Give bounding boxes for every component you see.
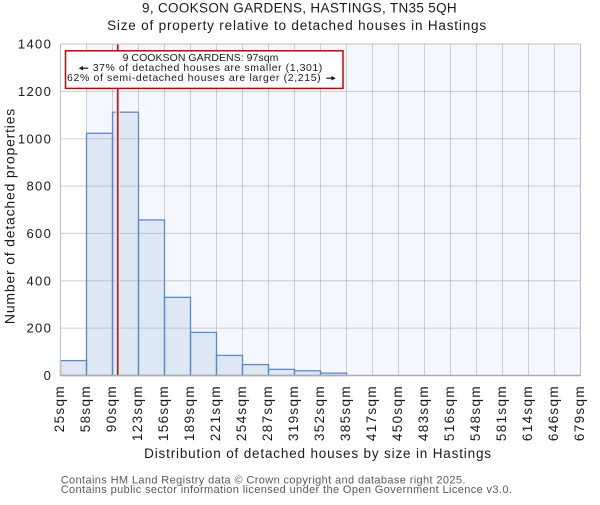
svg-text:614sqm: 614sqm <box>520 385 535 441</box>
svg-text:385sqm: 385sqm <box>338 385 353 441</box>
svg-text:221sqm: 221sqm <box>208 385 223 441</box>
svg-text:679sqm: 679sqm <box>572 385 587 441</box>
svg-text:483sqm: 483sqm <box>416 385 431 441</box>
svg-text:1400: 1400 <box>18 37 52 52</box>
svg-text:156sqm: 156sqm <box>156 385 171 441</box>
svg-text:25sqm: 25sqm <box>52 385 67 432</box>
svg-text:1000: 1000 <box>18 131 52 146</box>
svg-text:Distribution of detached house: Distribution of detached houses by size … <box>144 446 492 461</box>
svg-text:Size of property relative to d: Size of property relative to detached ho… <box>107 18 487 33</box>
svg-text:254sqm: 254sqm <box>234 385 249 441</box>
svg-text:600: 600 <box>26 226 52 241</box>
svg-text:400: 400 <box>26 273 52 288</box>
svg-text:581sqm: 581sqm <box>494 385 509 441</box>
svg-text:200: 200 <box>26 321 52 336</box>
svg-text:287sqm: 287sqm <box>260 385 275 441</box>
svg-text:Contains public sector informa: Contains public sector information licen… <box>61 484 513 496</box>
svg-text:0: 0 <box>44 368 53 383</box>
svg-text:189sqm: 189sqm <box>182 385 197 441</box>
svg-text:352sqm: 352sqm <box>312 385 327 441</box>
svg-text:800: 800 <box>26 179 52 194</box>
svg-text:319sqm: 319sqm <box>286 385 301 441</box>
svg-text:548sqm: 548sqm <box>468 385 483 441</box>
svg-text:516sqm: 516sqm <box>442 385 457 441</box>
svg-text:9 COOKSON GARDENS: 97sqm: 9 COOKSON GARDENS: 97sqm <box>123 52 279 64</box>
svg-text:62% of semi-detached houses ar: 62% of semi-detached houses are larger (… <box>67 72 336 84</box>
svg-text:90sqm: 90sqm <box>104 385 119 432</box>
svg-text:123sqm: 123sqm <box>130 385 145 441</box>
svg-text:9, COOKSON GARDENS, HASTINGS,: 9, COOKSON GARDENS, HASTINGS, TN35 5QH <box>142 1 457 16</box>
svg-text:58sqm: 58sqm <box>78 385 93 432</box>
svg-text:646sqm: 646sqm <box>546 385 561 441</box>
svg-text:1200: 1200 <box>18 84 52 99</box>
svg-text:Contains HM Land Registry data: Contains HM Land Registry data © Crown c… <box>61 474 466 486</box>
svg-text:450sqm: 450sqm <box>390 385 405 441</box>
svg-text:417sqm: 417sqm <box>364 385 379 441</box>
svg-text:Number of detached properties: Number of detached properties <box>2 108 18 324</box>
